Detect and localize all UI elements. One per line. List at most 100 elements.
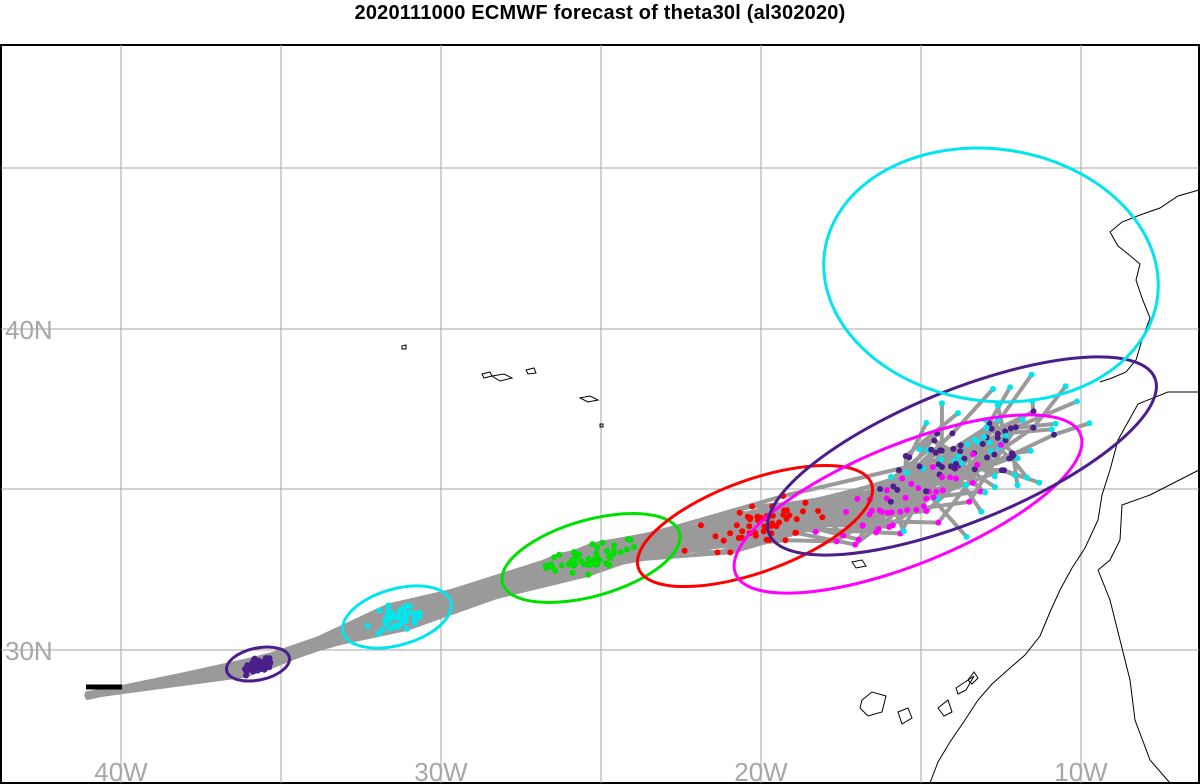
forecast-position-dot [908,480,915,487]
canary-island-5 [967,671,979,685]
forecast-position-dot [981,434,987,440]
forecast-position-dot [558,562,565,569]
forecast-position-dot [957,442,964,449]
forecast-position-dot [376,607,383,614]
forecast-position-dot [746,523,753,530]
azores-3 [525,367,537,375]
ellipse-step-3 [500,512,682,604]
forecast-position-dot [623,546,630,553]
forecast-position-dot [617,549,624,556]
ellipse-step-7 [822,146,1160,404]
forecast-position-dot [1002,428,1009,435]
forecast-position-dot [603,560,610,567]
forecast-position-dot [994,402,1001,409]
forecast-position-dot [950,445,957,452]
forecast-position-dot [966,498,973,505]
lat-label-40n: 40N [5,315,53,345]
forecast-position-dot [988,425,995,432]
forecast-position-dot [591,561,598,568]
forecast-position-dot [570,562,577,569]
lat-label-30n: 30N [5,636,53,666]
forecast-position-dot [991,451,998,458]
forecast-position-dot [888,473,895,480]
interior-border [1097,469,1200,571]
forecast-position-dot [1014,455,1021,462]
forecast-position-dot [744,513,751,520]
forecast-position-dot [752,532,759,539]
forecast-position-dot [1012,472,1019,479]
forecast-position-dot [923,495,930,502]
forecast-position-dot [262,655,269,662]
ensemble-member-track [84,486,921,698]
forecast-position-dot [800,508,806,515]
forecast-position-dot [819,514,826,521]
forecast-position-dot [627,536,634,543]
forecast-position-dot [781,507,788,514]
forecast-position-dot [1019,416,1026,423]
forecast-position-dot [267,659,274,666]
forecast-position-dot [793,516,800,523]
forecast-position-dot [786,512,793,519]
forecast-position-dot [407,609,414,616]
forecast-position-dot [840,532,847,539]
forecast-position-dot [955,410,961,417]
forecast-position-dot [843,508,850,515]
forecast-position-dot [931,437,938,444]
ellipse-step-2 [341,584,453,650]
forecast-position-dot [962,482,969,489]
forecast-position-dot [1027,447,1034,454]
forecast-position-dot [802,499,809,506]
forecast-position-dot [812,528,819,535]
forecast-position-dot [998,467,1005,474]
forecast-position-dot [1048,426,1055,433]
forecast-position-dot [1003,432,1010,439]
forecast-position-dot [1052,420,1059,427]
forecast-position-dot [902,453,909,459]
forecast-position-dot [974,461,981,468]
forecast-position-dot [939,400,945,407]
forecast-position-dot [364,623,371,629]
ensemble-member-track [85,373,1034,700]
forecast-position-dot [938,447,945,454]
forecast-position-dot [890,483,897,490]
ensemble-member-track [86,464,922,698]
forecast-position-dot [611,542,618,549]
forecast-position-dot [986,439,993,446]
forecast-position-dot [384,617,391,624]
forecast-position-dot [749,503,756,510]
forecast-position-dot [953,475,959,482]
forecast-position-dot [951,465,958,472]
ensemble-member-track [85,431,940,698]
forecast-position-dot [916,463,923,470]
forecast-position-dot [631,544,637,550]
forecast-position-dot [991,473,998,480]
forecast-position-dot [1002,437,1009,444]
lon-label-20w: 20W [734,757,788,784]
canary-island-2 [897,707,913,725]
forecast-position-dot [1074,398,1080,405]
forecast-position-dot [714,549,721,556]
forecast-position-dot [983,424,990,431]
forecast-position-dot [887,498,894,505]
iberia-coast [1099,189,1200,383]
forecast-position-dot [585,571,592,578]
forecast-position-dot [1030,424,1037,431]
canary-island-4 [955,675,975,695]
azores-2 [490,373,514,382]
forecast-position-dot [400,607,407,614]
lon-label-30w: 30W [414,757,468,784]
forecast-position-dot [697,522,704,529]
forecast-position-dot [879,508,885,515]
ellipse-step-4 [635,463,875,589]
azores-flores [401,344,407,350]
forecast-position-dot [932,449,939,456]
forecast-position-dot [877,486,884,492]
forecast-position-dot [947,474,954,481]
forecast-position-dot [375,630,382,637]
madeira [851,559,867,569]
graticule [1,45,1199,783]
forecast-position-dot [896,467,902,474]
forecast-position-dot [603,547,610,554]
forecast-position-dot [551,554,558,561]
forecast-position-dot [902,494,909,501]
